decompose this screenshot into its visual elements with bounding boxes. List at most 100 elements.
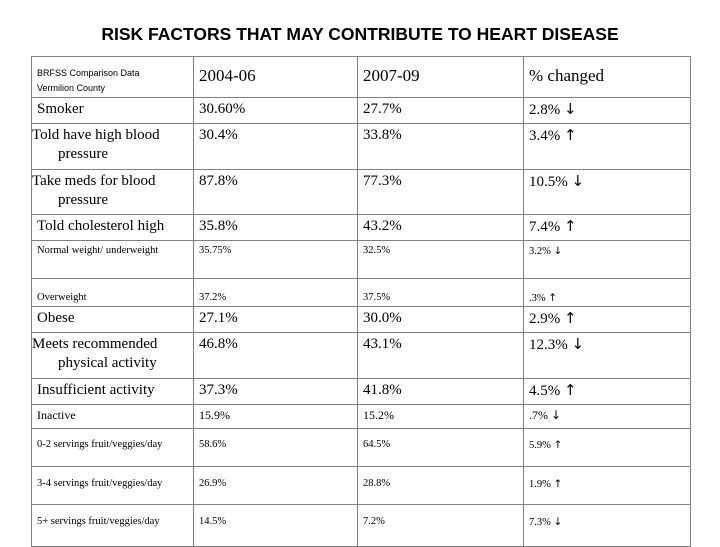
up-arrow-icon: ↑ xyxy=(564,381,577,399)
row-label: Smoker xyxy=(31,97,194,124)
value-2007-09: 33.8% xyxy=(357,123,524,170)
value-2004-06: 30.4% xyxy=(193,123,358,170)
change-cell: 5.9% ↑ xyxy=(523,428,691,467)
value-2007-09: 43.1% xyxy=(357,332,524,379)
row-label: Meets recommended physical activity xyxy=(31,332,194,379)
table-row: 0-2 servings fruit/veggies/day 58.6% 64.… xyxy=(31,428,691,467)
value-2004-06: 30.60% xyxy=(193,97,358,124)
value-2007-09: 27.7% xyxy=(357,97,524,124)
change-value: 7.3% xyxy=(529,517,551,528)
value-2007-09: 64.5% xyxy=(357,428,524,467)
down-arrow-icon: ↓ xyxy=(571,335,585,353)
header-percent-changed: % changed xyxy=(523,56,691,98)
up-arrow-icon: ↑ xyxy=(564,217,577,235)
change-cell: 3.2% ↓ xyxy=(523,240,691,279)
value-2004-06: 35.8% xyxy=(193,214,358,241)
change-value: 7.4% xyxy=(529,219,561,235)
page-title: RISK FACTORS THAT MAY CONTRIBUTE TO HEAR… xyxy=(101,24,619,44)
down-arrow-icon: ↓ xyxy=(564,100,577,118)
row-label: 3-4 servings fruit/veggies/day xyxy=(31,466,194,505)
table-row: Told have high blood pressure 30.4% 33.8… xyxy=(31,123,691,170)
value-2004-06: 46.8% xyxy=(193,332,358,379)
table-row: 3-4 servings fruit/veggies/day 26.9% 28.… xyxy=(31,466,691,505)
row-label: Obese xyxy=(31,306,194,333)
row-label: Told cholesterol high xyxy=(31,214,194,241)
up-arrow-icon: ↑ xyxy=(564,126,577,144)
header-2007-09: 2007-09 xyxy=(357,56,524,98)
change-cell: 2.8% ↓ xyxy=(523,97,691,124)
change-value: 1.9% xyxy=(529,479,551,490)
up-arrow-icon: ↑ xyxy=(553,439,563,451)
up-arrow-icon: ↑ xyxy=(548,292,558,304)
value-2004-06: 37.3% xyxy=(193,378,358,405)
header-2004-06: 2004-06 xyxy=(193,56,358,98)
value-2007-09: 7.2% xyxy=(357,504,524,547)
change-cell: 7.4% ↑ xyxy=(523,214,691,241)
risk-factors-table: BRFSS Comparison Data Vermilion County 2… xyxy=(31,56,691,547)
value-2004-06: 26.9% xyxy=(193,466,358,505)
change-cell: .3% ↑ xyxy=(523,278,691,307)
down-arrow-icon: ↓ xyxy=(551,408,562,422)
row-label: 5+ servings fruit/veggies/day xyxy=(31,504,194,547)
change-value: 12.3% xyxy=(529,337,568,353)
value-2007-09: 41.8% xyxy=(357,378,524,405)
change-cell: 12.3% ↓ xyxy=(523,332,691,379)
value-2004-06: 35.75% xyxy=(193,240,358,279)
change-value: 10.5% xyxy=(529,174,568,190)
change-value: 2.8% xyxy=(529,102,561,118)
row-label: Inactive xyxy=(31,404,194,429)
table-row: Obese 27.1% 30.0% 2.9% ↑ xyxy=(31,306,691,333)
value-2004-06: 37.2% xyxy=(193,278,358,307)
value-2007-09: 28.8% xyxy=(357,466,524,505)
change-cell: 7.3% ↓ xyxy=(523,504,691,547)
change-cell: 3.4% ↑ xyxy=(523,123,691,170)
value-2004-06: 14.5% xyxy=(193,504,358,547)
table-header-row: BRFSS Comparison Data Vermilion County 2… xyxy=(31,56,691,98)
down-arrow-icon: ↓ xyxy=(553,516,563,528)
row-label: 0-2 servings fruit/veggies/day xyxy=(31,428,194,467)
change-cell: 10.5% ↓ xyxy=(523,169,691,215)
table-row: Inactive 15.9% 15.2% .7% ↓ xyxy=(31,404,691,429)
value-2004-06: 87.8% xyxy=(193,169,358,215)
value-2007-09: 30.0% xyxy=(357,306,524,333)
value-2004-06: 15.9% xyxy=(193,404,358,429)
value-2007-09: 77.3% xyxy=(357,169,524,215)
row-label: Told have high blood pressure xyxy=(31,123,194,170)
up-arrow-icon: ↑ xyxy=(564,309,577,327)
change-cell: 4.5% ↑ xyxy=(523,378,691,405)
change-cell: 1.9% ↑ xyxy=(523,466,691,505)
up-arrow-icon: ↑ xyxy=(553,478,563,490)
value-2007-09: 37.5% xyxy=(357,278,524,307)
value-2007-09: 15.2% xyxy=(357,404,524,429)
table-row: 5+ servings fruit/veggies/day 14.5% 7.2%… xyxy=(31,504,691,547)
table-row: Take meds for blood pressure 87.8% 77.3%… xyxy=(31,169,691,215)
down-arrow-icon: ↓ xyxy=(553,245,563,257)
change-value: .7% xyxy=(529,408,548,422)
row-label: Overweight xyxy=(31,278,194,307)
row-label: Take meds for blood pressure xyxy=(31,169,194,215)
row-label: Insufficient activity xyxy=(31,378,194,405)
change-value: 2.9% xyxy=(529,311,561,327)
down-arrow-icon: ↓ xyxy=(571,172,585,190)
change-value: 3.2% xyxy=(529,246,551,257)
row-label: Normal weight/ underweight xyxy=(31,240,194,279)
change-value: .3% xyxy=(529,293,546,304)
table-row: Smoker 30.60% 27.7% 2.8% ↓ xyxy=(31,97,691,124)
value-2007-09: 32.5% xyxy=(357,240,524,279)
value-2004-06: 27.1% xyxy=(193,306,358,333)
change-cell: 2.9% ↑ xyxy=(523,306,691,333)
table-row: Normal weight/ underweight 35.75% 32.5% … xyxy=(31,240,691,279)
change-value: 3.4% xyxy=(529,128,561,144)
value-2007-09: 43.2% xyxy=(357,214,524,241)
table-row: Told cholesterol high 35.8% 43.2% 7.4% ↑ xyxy=(31,214,691,241)
change-value: 4.5% xyxy=(529,383,561,399)
table-row: Meets recommended physical activity 46.8… xyxy=(31,332,691,379)
change-value: 5.9% xyxy=(529,440,551,451)
table-row: Insufficient activity 37.3% 41.8% 4.5% ↑ xyxy=(31,378,691,405)
change-cell: .7% ↓ xyxy=(523,404,691,429)
source-line-1: BRFSS Comparison Data xyxy=(37,68,140,78)
value-2004-06: 58.6% xyxy=(193,428,358,467)
table-row: Overweight 37.2% 37.5% .3% ↑ xyxy=(31,278,691,307)
source-cell: BRFSS Comparison Data Vermilion County xyxy=(31,56,194,98)
source-line-2: Vermilion County xyxy=(37,83,106,93)
